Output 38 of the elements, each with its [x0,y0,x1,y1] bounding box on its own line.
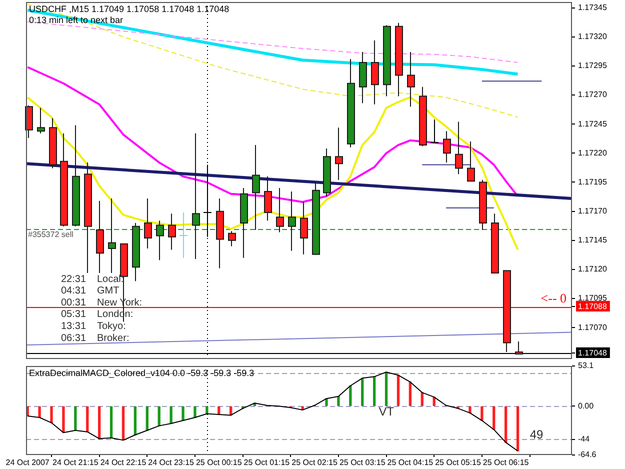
y-tick-label: 53.1 [578,361,594,370]
chart-title: ExtraDecimalMACD_Colored_v104 0.0 -59.3 -59.3 -59.3 [29,368,254,378]
x-tick-label: 25 Oct 03:15 [339,458,386,468]
y-tick-label: 1.17070 [578,322,608,332]
x-tick-label: 24 Oct 21:15 [52,458,99,468]
annotation: 06:31 Broker: [61,332,130,344]
y-tick-label: 1.17220 [578,148,608,158]
y-tick-label: 1.17345 [578,3,608,12]
x-tick-label: 25 Oct 04:15 [387,458,434,468]
y-tick-label: -64.6 [578,450,597,460]
y-tick-label: 1.17245 [578,119,608,128]
y-tick-label: 1.17195 [578,177,608,186]
y-tick-label: 1.17120 [578,264,608,274]
x-tick-label: 24 Oct 2007 [6,458,50,468]
annotation: <-- 0 [540,290,567,306]
y-tick-label: -44 [578,434,590,444]
annotation: 49 [530,427,544,442]
y-tick-label: 1.17170 [578,206,608,216]
y-tick-label: 0.00 [578,401,594,410]
y-tick-label: 1.17145 [578,236,608,245]
x-tick-label: 25 Oct 02:15 [292,458,338,468]
x-tick-label: 24 Oct 22:15 [100,458,147,468]
x-tick-label: 25 Oct 05:15 [435,458,482,468]
y-tick-label: 1.17048 [578,348,608,358]
annotation: VT [378,404,395,419]
x-tick-label: 25 Oct 00:15 [196,458,242,468]
y-tick-label: 1.17088 [578,302,608,311]
x-tick-label: 25 Oct 06:15 [482,458,530,468]
ref-line-label: #355372 sell [28,230,74,239]
y-tick-label: 1.17095 [578,294,608,303]
x-tick-label: 25 Oct 01:15 [244,458,290,468]
annotation: 22:31 Local: [61,274,124,285]
y-tick-label: 1.17295 [578,61,608,70]
y-tick-label: 1.17270 [578,90,608,100]
y-tick-label: 1.17320 [578,32,608,42]
annotation: 04:31 GMT [61,286,120,297]
annotation: 13:31 Tokyo: [61,320,126,332]
x-tick-label: 24 Oct 23:15 [148,458,195,468]
